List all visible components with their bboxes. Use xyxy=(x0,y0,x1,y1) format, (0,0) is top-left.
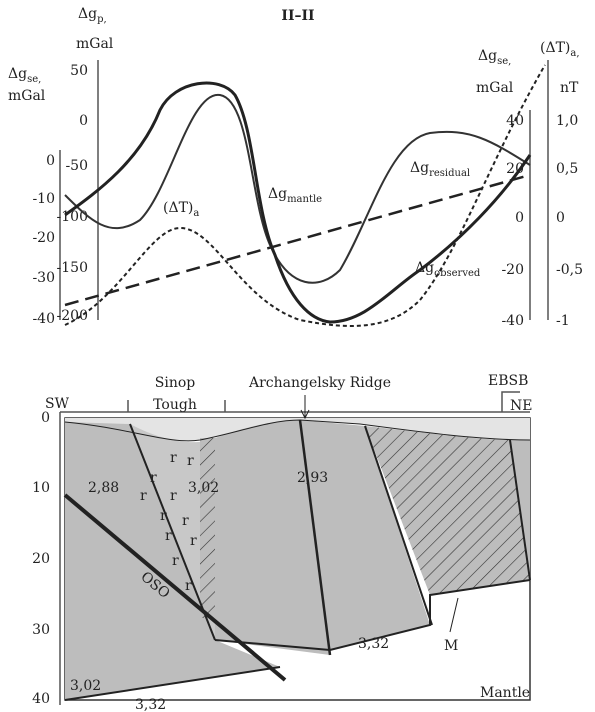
density: 3,02 xyxy=(188,480,219,496)
axis-unit: mGal xyxy=(76,36,114,52)
tick-label: 20 xyxy=(506,161,524,177)
moho-pointer xyxy=(449,597,459,633)
hatched-strip xyxy=(200,438,215,618)
axis-unit: nT xyxy=(560,80,579,96)
pattern-symbol: r xyxy=(165,528,172,544)
tick-label: -1 xyxy=(556,313,570,329)
axis-unit: mGal xyxy=(8,88,46,104)
residual-curve xyxy=(64,93,531,284)
tick-label: 0 xyxy=(79,113,88,129)
axis-title: Δgp, xyxy=(78,6,107,25)
tick-label: -200 xyxy=(57,308,88,324)
feature-label: Sinop xyxy=(155,375,196,391)
axis-title: Δgse, xyxy=(8,66,41,85)
tick-label: 0 xyxy=(515,210,524,226)
curve-label: Δgobserved xyxy=(415,260,481,279)
axis-title: (ΔT)a, xyxy=(540,40,580,59)
tick-label: -10 xyxy=(32,191,55,207)
depth-tick-label: 20 xyxy=(32,551,50,567)
tick-label: -0,5 xyxy=(556,262,583,278)
tick-label: -30 xyxy=(32,270,55,286)
tick-label: 1,0 xyxy=(556,113,578,129)
section xyxy=(59,391,531,705)
hatched-block xyxy=(365,426,530,595)
mantle-label: Mantle xyxy=(480,685,530,701)
faults xyxy=(63,419,531,701)
moho-label: M xyxy=(444,638,458,654)
pattern-symbol: r xyxy=(160,508,167,524)
title: II–II xyxy=(281,8,314,24)
pattern-symbol: r xyxy=(172,553,179,569)
pattern-symbol: r xyxy=(182,513,189,529)
tick-label: -20 xyxy=(501,262,524,278)
tick-label: -100 xyxy=(57,209,88,225)
curve-label: Δgmantle xyxy=(268,186,322,205)
density: 2,93 xyxy=(297,470,328,486)
feature-label: Tough xyxy=(153,397,197,413)
density: 3,32 xyxy=(135,697,166,712)
pattern-symbol: r xyxy=(187,453,194,469)
tick-label: -40 xyxy=(501,313,524,329)
sediments xyxy=(65,418,530,441)
tick-label: -150 xyxy=(57,260,88,276)
depth-tick-label: 30 xyxy=(32,622,50,638)
feature-markers xyxy=(127,391,520,412)
pattern-symbol: r xyxy=(150,470,157,486)
pattern-symbol: r xyxy=(190,533,197,549)
top-axes xyxy=(59,60,549,320)
mantle-curve xyxy=(64,173,531,307)
end-label: EBSB xyxy=(488,373,528,389)
observed-curve xyxy=(64,81,532,324)
depth-tick-label: 0 xyxy=(41,410,50,426)
tick-label: 0 xyxy=(556,210,565,226)
end-label: SW xyxy=(45,396,70,412)
end-label: NE xyxy=(510,398,532,414)
pattern-symbol: r xyxy=(170,450,177,466)
tick-label: -20 xyxy=(32,230,55,246)
pattern-symbol: r xyxy=(140,488,147,504)
tick-label: 0 xyxy=(46,153,55,169)
feature-label: Archangelsky Ridge xyxy=(248,375,391,391)
tick-label: 0,5 xyxy=(556,161,578,177)
block xyxy=(65,422,280,700)
ridge-arrow xyxy=(300,395,310,420)
block xyxy=(215,420,330,655)
curve-label: (ΔT)a xyxy=(163,200,199,219)
depth-tick-label: 40 xyxy=(32,691,50,707)
tick-label: -50 xyxy=(65,158,88,174)
density: 3,02 xyxy=(70,678,101,694)
curve-label: Δgresidual xyxy=(410,160,470,179)
tick-label: -40 xyxy=(32,311,55,327)
density: 3,32 xyxy=(358,636,389,652)
pattern-symbol: r xyxy=(170,488,177,504)
tick-label: 50 xyxy=(70,63,88,79)
block xyxy=(300,420,430,650)
axis-unit: mGal xyxy=(476,80,514,96)
tick-labels: 0-10-20-30-40500-50-100-150-20040200-20-… xyxy=(32,63,583,329)
depth-ticks: 0 10 20 30 40 xyxy=(32,410,50,707)
depth-tick-label: 10 xyxy=(32,480,50,496)
pattern-symbol: r xyxy=(185,578,192,594)
density: 2,88 xyxy=(88,480,119,496)
curves xyxy=(64,64,546,327)
axis-title: Δgse, xyxy=(478,48,511,67)
